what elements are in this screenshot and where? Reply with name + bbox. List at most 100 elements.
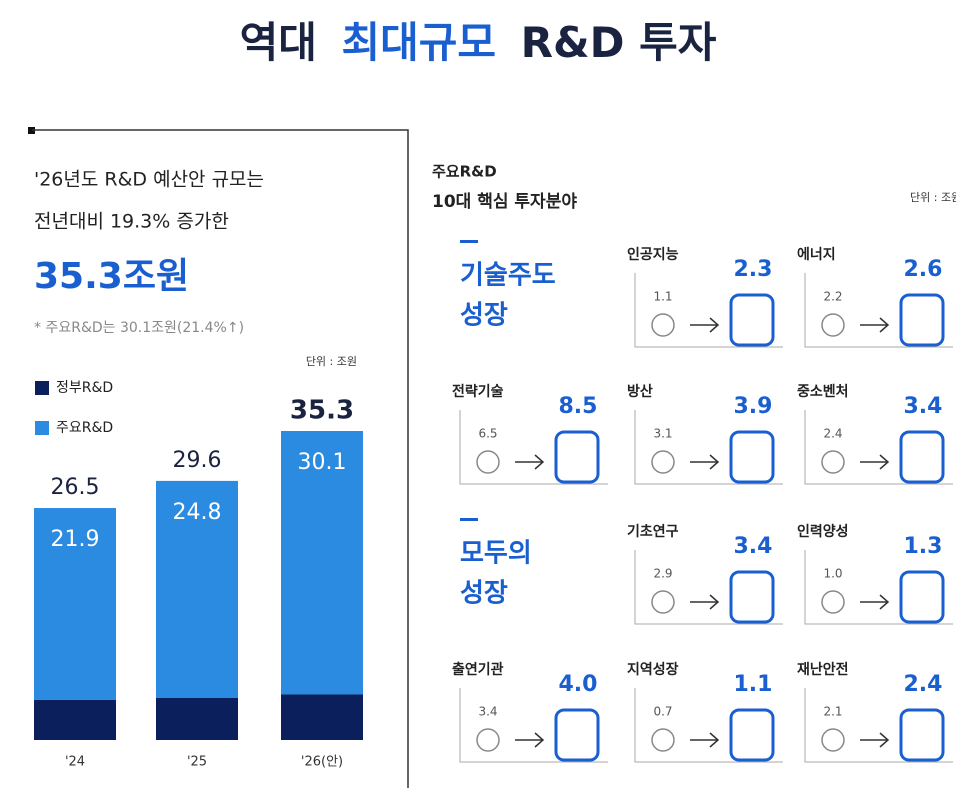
value-label: 21.9 bbox=[51, 527, 100, 552]
intro-line: 전년대비 19.3% 증가한 bbox=[34, 211, 229, 233]
title-part: 역대 bbox=[240, 18, 317, 67]
right-header: 10대 핵심 투자분야 bbox=[432, 192, 577, 212]
group-dash bbox=[460, 518, 478, 521]
item-card: 에너지 2.6 2.2 bbox=[797, 247, 953, 348]
icon-after bbox=[899, 570, 945, 624]
card-border bbox=[804, 688, 953, 763]
item-name: 출연기관 bbox=[452, 661, 504, 678]
legend-swatch bbox=[35, 381, 49, 395]
bar-segment bbox=[34, 699, 116, 740]
icon-before bbox=[821, 313, 845, 337]
group-label: 기술주도 bbox=[460, 261, 556, 291]
arrow bbox=[860, 732, 890, 748]
icon-after bbox=[554, 708, 600, 762]
total-label: 26.5 bbox=[51, 475, 100, 500]
title-part: R&D 투자 bbox=[521, 18, 717, 67]
item-after: 3.4 bbox=[734, 534, 773, 559]
item-before: 2.2 bbox=[823, 290, 842, 304]
item-card: 인공지능 2.3 1.1 bbox=[627, 246, 783, 348]
item-before: 6.5 bbox=[478, 427, 497, 441]
x-tick-label: '24 bbox=[65, 755, 85, 770]
legend-swatch bbox=[35, 421, 49, 435]
bar-segment bbox=[156, 480, 238, 698]
item-card: 재난안전 2.4 2.1 bbox=[797, 661, 953, 763]
item-name: 중소벤처 bbox=[797, 384, 849, 400]
group-label: 성장 bbox=[460, 301, 508, 331]
item-before: 2.1 bbox=[823, 705, 842, 719]
icon-before bbox=[651, 313, 675, 337]
card-border bbox=[634, 410, 783, 485]
value-label: 30.1 bbox=[298, 450, 347, 475]
item-card: 기초연구 3.4 2.9 bbox=[627, 524, 783, 625]
arrow bbox=[690, 454, 720, 470]
bar-segment bbox=[156, 697, 238, 740]
item-after: 2.3 bbox=[734, 257, 773, 282]
item-card: 방산 3.9 3.1 bbox=[627, 383, 783, 485]
item-card: 중소벤처 3.4 2.4 bbox=[797, 384, 953, 485]
item-name: 에너지 bbox=[797, 247, 836, 263]
legend-label: 주요R&D bbox=[56, 420, 113, 436]
right-header: 주요R&D bbox=[432, 163, 497, 181]
bar-segment bbox=[281, 694, 363, 740]
x-tick-label: '25 bbox=[187, 755, 207, 770]
item-name: 방산 bbox=[627, 383, 653, 400]
item-after: 2.6 bbox=[904, 257, 943, 282]
panel-border bbox=[32, 129, 409, 788]
title: 역대 최대규모 R&D 투자 bbox=[240, 18, 717, 67]
item-before: 0.7 bbox=[653, 705, 672, 719]
item-before: 1.0 bbox=[823, 567, 842, 581]
arrow bbox=[515, 454, 545, 470]
icon-after bbox=[899, 708, 945, 762]
item-name: 재난안전 bbox=[797, 661, 849, 678]
item-after: 2.4 bbox=[904, 672, 943, 697]
icon-before bbox=[651, 728, 675, 752]
note: * 주요R&D는 30.1조원(21.4%↑) bbox=[34, 320, 244, 336]
icon-before bbox=[476, 728, 500, 752]
x-tick-label: '26(안) bbox=[301, 755, 343, 770]
card-border bbox=[804, 273, 953, 348]
group-dash bbox=[460, 240, 478, 243]
group-label: 모두의 bbox=[460, 539, 532, 569]
headline: 35.3조원 bbox=[34, 256, 189, 297]
bar-segment bbox=[281, 431, 363, 695]
card-border bbox=[634, 273, 783, 348]
item-name: 인력양성 bbox=[797, 523, 849, 540]
icon-before bbox=[651, 590, 675, 614]
item-card: 전략기술 8.5 6.5 bbox=[452, 383, 608, 485]
total-label: 29.6 bbox=[173, 448, 222, 473]
bar-segment bbox=[34, 508, 116, 700]
value-label: 24.8 bbox=[173, 500, 222, 525]
icon-before bbox=[821, 728, 845, 752]
item-before: 1.1 bbox=[653, 290, 672, 304]
item-before: 3.1 bbox=[653, 427, 672, 441]
icon-after bbox=[554, 430, 600, 484]
intro-line: '26년도 R&D 예산안 규모는 bbox=[34, 169, 264, 191]
item-before: 2.9 bbox=[653, 567, 672, 581]
item-card: 지역성장 1.1 0.7 bbox=[627, 661, 783, 763]
icon-after bbox=[729, 570, 775, 624]
item-after: 3.4 bbox=[904, 394, 943, 419]
item-after: 8.5 bbox=[559, 394, 598, 419]
title-part: 최대규모 bbox=[341, 18, 496, 67]
arrow bbox=[690, 594, 720, 610]
card-border bbox=[804, 410, 953, 485]
icon-before bbox=[821, 450, 845, 474]
item-after: 1.1 bbox=[734, 672, 773, 697]
item-card: 출연기관 4.0 3.4 bbox=[452, 661, 608, 763]
item-after: 4.0 bbox=[559, 672, 598, 697]
group-label: 성장 bbox=[460, 579, 508, 609]
item-card: 인력양성 1.3 1.0 bbox=[797, 523, 953, 625]
card-border bbox=[634, 550, 783, 625]
item-name: 기초연구 bbox=[627, 524, 679, 540]
legend-label: 정부R&D bbox=[56, 380, 113, 396]
card-border bbox=[804, 550, 953, 625]
item-name: 전략기술 bbox=[452, 383, 504, 400]
icon-after bbox=[899, 293, 945, 347]
card-border bbox=[459, 410, 608, 485]
arrow bbox=[860, 594, 890, 610]
arrow bbox=[860, 317, 890, 333]
icon-after bbox=[729, 430, 775, 484]
card-border bbox=[634, 688, 783, 763]
